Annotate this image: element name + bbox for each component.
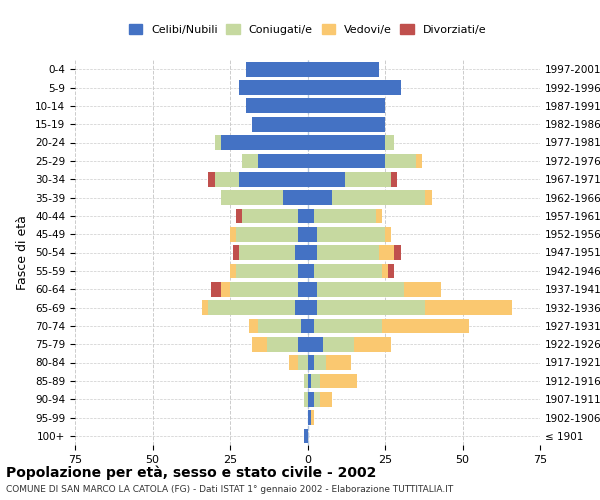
Text: Popolazione per età, sesso e stato civile - 2002: Popolazione per età, sesso e stato civil…: [6, 465, 376, 479]
Bar: [208, 172, 215, 186]
Bar: [323, 337, 354, 351]
Bar: [252, 117, 308, 132]
Bar: [211, 282, 221, 296]
Bar: [215, 172, 239, 186]
Bar: [304, 392, 308, 406]
Bar: [314, 392, 320, 406]
Bar: [236, 227, 298, 242]
Bar: [317, 245, 379, 260]
Bar: [221, 190, 283, 205]
Bar: [326, 355, 351, 370]
Bar: [308, 282, 317, 296]
Bar: [308, 300, 317, 315]
Bar: [314, 208, 376, 223]
Bar: [317, 227, 385, 242]
Bar: [311, 410, 314, 425]
Bar: [295, 300, 308, 315]
Bar: [308, 392, 314, 406]
Bar: [308, 245, 317, 260]
Bar: [236, 208, 242, 223]
Bar: [314, 355, 326, 370]
Bar: [425, 300, 512, 315]
Bar: [242, 208, 298, 223]
Bar: [239, 80, 308, 95]
Bar: [385, 154, 416, 168]
Bar: [308, 374, 311, 388]
Bar: [215, 135, 221, 150]
Bar: [391, 172, 397, 186]
Bar: [404, 282, 441, 296]
Bar: [308, 355, 314, 370]
Bar: [308, 62, 379, 76]
Bar: [289, 355, 298, 370]
Text: COMUNE DI SAN MARCO LA CATOLA (FG) - Dati ISTAT 1° gennaio 2002 - Elaborazione T: COMUNE DI SAN MARCO LA CATOLA (FG) - Dat…: [6, 485, 453, 494]
Bar: [230, 227, 236, 242]
Bar: [308, 117, 385, 132]
Bar: [252, 337, 267, 351]
Bar: [385, 135, 394, 150]
Bar: [298, 264, 308, 278]
Bar: [301, 318, 308, 333]
Legend: Celibi/Nubili, Coniugati/e, Vedovi/e, Divorziati/e: Celibi/Nubili, Coniugati/e, Vedovi/e, Di…: [124, 20, 491, 39]
Bar: [308, 227, 317, 242]
Bar: [311, 374, 320, 388]
Bar: [304, 374, 308, 388]
Bar: [308, 410, 311, 425]
Bar: [308, 135, 385, 150]
Bar: [202, 300, 208, 315]
Bar: [385, 227, 391, 242]
Bar: [388, 264, 394, 278]
Bar: [298, 282, 308, 296]
Bar: [245, 98, 308, 113]
Bar: [425, 190, 431, 205]
Bar: [308, 190, 332, 205]
Bar: [308, 318, 314, 333]
Bar: [298, 355, 308, 370]
Bar: [320, 392, 332, 406]
Bar: [236, 264, 298, 278]
Bar: [394, 245, 401, 260]
Bar: [376, 208, 382, 223]
Bar: [308, 80, 401, 95]
Bar: [332, 190, 425, 205]
Bar: [308, 264, 314, 278]
Bar: [230, 264, 236, 278]
Bar: [221, 135, 308, 150]
Bar: [317, 282, 404, 296]
Bar: [304, 428, 308, 443]
Bar: [208, 300, 295, 315]
Bar: [298, 337, 308, 351]
Y-axis label: Fasce di età: Fasce di età: [16, 215, 29, 290]
Bar: [283, 190, 308, 205]
Bar: [221, 282, 230, 296]
Bar: [258, 318, 301, 333]
Bar: [344, 172, 391, 186]
Bar: [382, 318, 469, 333]
Bar: [314, 264, 382, 278]
Bar: [308, 154, 385, 168]
Bar: [230, 282, 298, 296]
Bar: [298, 208, 308, 223]
Bar: [382, 264, 388, 278]
Bar: [242, 154, 258, 168]
Bar: [258, 154, 308, 168]
Bar: [314, 318, 382, 333]
Bar: [308, 172, 344, 186]
Bar: [239, 172, 308, 186]
Bar: [295, 245, 308, 260]
Bar: [298, 227, 308, 242]
Bar: [308, 208, 314, 223]
Bar: [233, 245, 239, 260]
Bar: [248, 318, 258, 333]
Bar: [379, 245, 394, 260]
Bar: [308, 98, 385, 113]
Bar: [239, 245, 295, 260]
Bar: [308, 337, 323, 351]
Bar: [416, 154, 422, 168]
Bar: [267, 337, 298, 351]
Bar: [320, 374, 357, 388]
Bar: [317, 300, 425, 315]
Bar: [354, 337, 391, 351]
Bar: [245, 62, 308, 76]
